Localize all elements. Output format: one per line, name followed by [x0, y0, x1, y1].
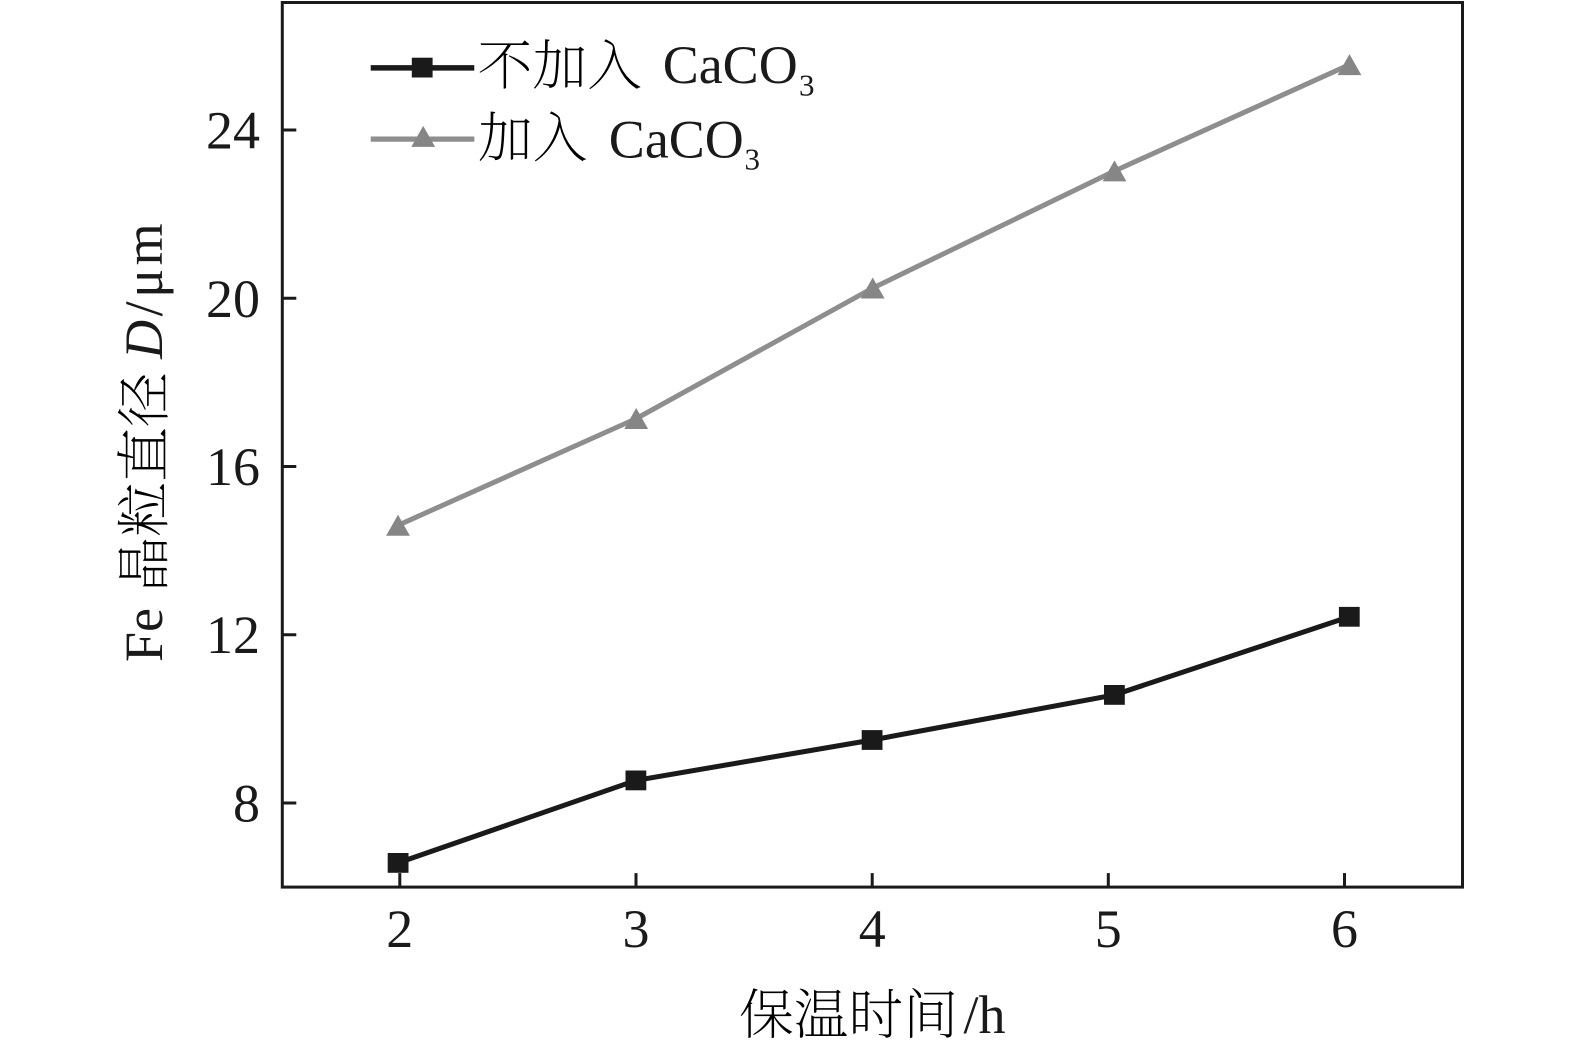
svg-text:12: 12 — [206, 605, 260, 665]
svg-text:Fe: Fe — [114, 608, 174, 662]
svg-text:CaCO: CaCO — [663, 35, 798, 95]
svg-text:6: 6 — [1331, 899, 1358, 959]
svg-text:/h: /h — [964, 985, 1006, 1045]
svg-text:4: 4 — [859, 899, 886, 959]
svg-text:2: 2 — [386, 899, 413, 959]
svg-text:3: 3 — [623, 899, 650, 959]
svg-text:24: 24 — [206, 101, 260, 161]
svg-text:3: 3 — [745, 141, 761, 176]
svg-text:D/μm: D/μm — [114, 220, 174, 360]
svg-text:3: 3 — [799, 67, 815, 102]
svg-text:CaCO: CaCO — [609, 109, 744, 169]
svg-text:20: 20 — [206, 269, 260, 329]
svg-text:16: 16 — [206, 437, 260, 497]
svg-text:8: 8 — [233, 774, 260, 834]
svg-text:5: 5 — [1095, 899, 1122, 959]
